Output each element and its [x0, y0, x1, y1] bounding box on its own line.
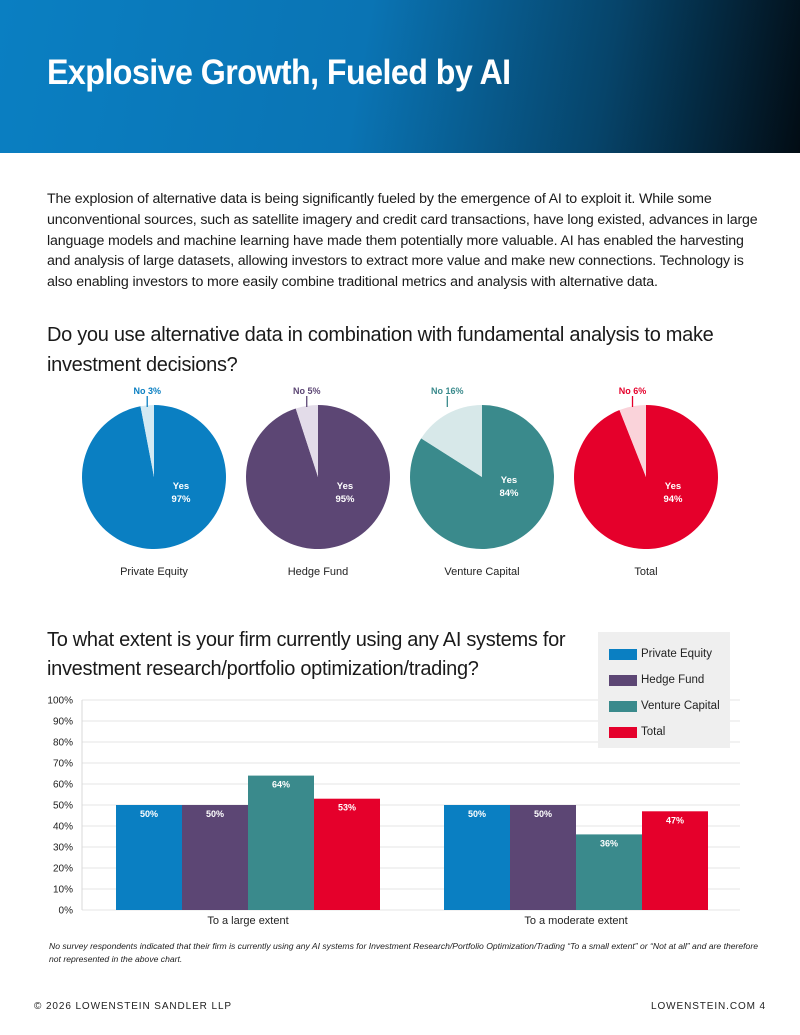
yes-percent: 95% [335, 494, 355, 505]
no-label: No 3% [133, 386, 161, 396]
legend-item: Total [609, 724, 665, 740]
bar [642, 811, 708, 910]
bar-chart: 0% 10% 20% 30% 40% 50% 60% 70% 80% 90% 100% 50% 50% 6… [0, 690, 800, 930]
yes-label: Yes [665, 481, 681, 492]
pie-slice-no [140, 405, 154, 477]
legend-swatch [609, 648, 637, 660]
legend-item: Private Equity [609, 646, 712, 662]
page-title: Explosive Growth, Fueled by AI [47, 53, 511, 92]
legend-label: Total [641, 726, 666, 738]
y-tick-label: 20% [53, 864, 73, 875]
y-tick-label: 40% [53, 822, 73, 833]
pie-private-equity: No 3% Yes 97% Private Equity [81, 386, 226, 578]
yes-percent: 84% [499, 488, 519, 499]
bar-value-label: 64% [272, 780, 290, 790]
yes-label: Yes [501, 475, 517, 486]
pie-name: Hedge Fund [288, 566, 349, 578]
legend-swatch [609, 726, 637, 738]
legend-item: Venture Capital [609, 698, 720, 714]
footer-site: LOWENSTEIN.COM 4 [651, 1001, 766, 1012]
yes-percent: 94% [663, 494, 683, 505]
pie-question: Do you use alternative data in combinati… [47, 324, 714, 376]
bar [444, 805, 510, 910]
yes-percent: 97% [171, 494, 191, 505]
legend-item: Hedge Fund [609, 672, 704, 688]
bar-value-label: 50% [140, 809, 158, 819]
bar [510, 805, 576, 910]
pie-name: Total [634, 566, 657, 578]
yes-label: Yes [337, 481, 353, 492]
bar-value-label: 47% [666, 815, 684, 825]
bar-value-label: 50% [206, 809, 224, 819]
category-label: To a moderate extent [524, 915, 627, 927]
bar [314, 798, 380, 910]
y-tick-label: 60% [53, 780, 73, 791]
bar-value-label: 50% [468, 809, 486, 819]
pie-slice-no [421, 405, 482, 477]
intro-paragraph: The explosion of alternative data is bei… [47, 191, 758, 291]
no-label: No 16% [431, 386, 464, 396]
legend-swatch [609, 700, 637, 712]
bar-value-label: 53% [338, 803, 356, 813]
y-tick-label: 80% [53, 738, 73, 749]
category-label: To a large extent [207, 915, 288, 927]
y-tick-label: 70% [53, 759, 73, 770]
y-tick-label: 90% [53, 717, 73, 728]
pie-hedge-fund: No 5% Yes 95% Hedge Fund [245, 386, 390, 578]
pie-charts: No 3% Yes 97% Private Equity No 5% Yes 95% Hedg… [0, 380, 800, 590]
footer-copyright: © 2026 LOWENSTEIN SANDLER LLP [34, 1001, 232, 1012]
pie-name: Venture Capital [444, 566, 519, 578]
bar-question: To what extent is your firm currently us… [47, 629, 566, 680]
y-tick-label: 50% [53, 801, 73, 812]
bar [576, 834, 642, 910]
pie-venture-capital: No 16% Yes 84% Venture Capital [410, 386, 554, 578]
pie-slice-yes [574, 405, 719, 549]
pie-charts-svg: No 3% Yes 97% Private Equity No 5% Yes 95% Hedg… [81, 386, 719, 578]
bar [182, 805, 248, 910]
page-header: Explosive Growth, Fueled by AI [0, 0, 800, 153]
no-label: No 6% [619, 386, 647, 396]
bar [116, 805, 182, 910]
no-label: No 5% [293, 386, 321, 396]
bar-legend: Private Equity Hedge Fund Venture Capita… [598, 632, 730, 748]
bar-chart-svg: 0% 10% 20% 30% 40% 50% 60% 70% 80% 90% 100% 50% 50% 6… [47, 696, 740, 927]
pie-name: Private Equity [120, 566, 188, 578]
yes-label: Yes [173, 481, 189, 492]
footnote: No survey respondents indicated that the… [49, 941, 758, 964]
legend-label: Hedge Fund [641, 674, 705, 686]
pie-slice-no [295, 405, 318, 477]
y-tick-label: 30% [53, 843, 73, 854]
bar [248, 775, 314, 910]
y-tick-label: 0% [59, 906, 74, 917]
legend-label: Venture Capital [641, 700, 720, 712]
bar-value-label: 36% [600, 838, 618, 848]
legend-label: Private Equity [641, 648, 712, 660]
y-tick-label: 10% [53, 885, 73, 896]
pie-slice-no [619, 405, 646, 477]
y-tick-label: 100% [47, 696, 73, 707]
pie-total: No 6% Yes 94% Total [574, 386, 719, 578]
legend-swatch [609, 674, 637, 686]
bar-value-label: 50% [534, 809, 552, 819]
